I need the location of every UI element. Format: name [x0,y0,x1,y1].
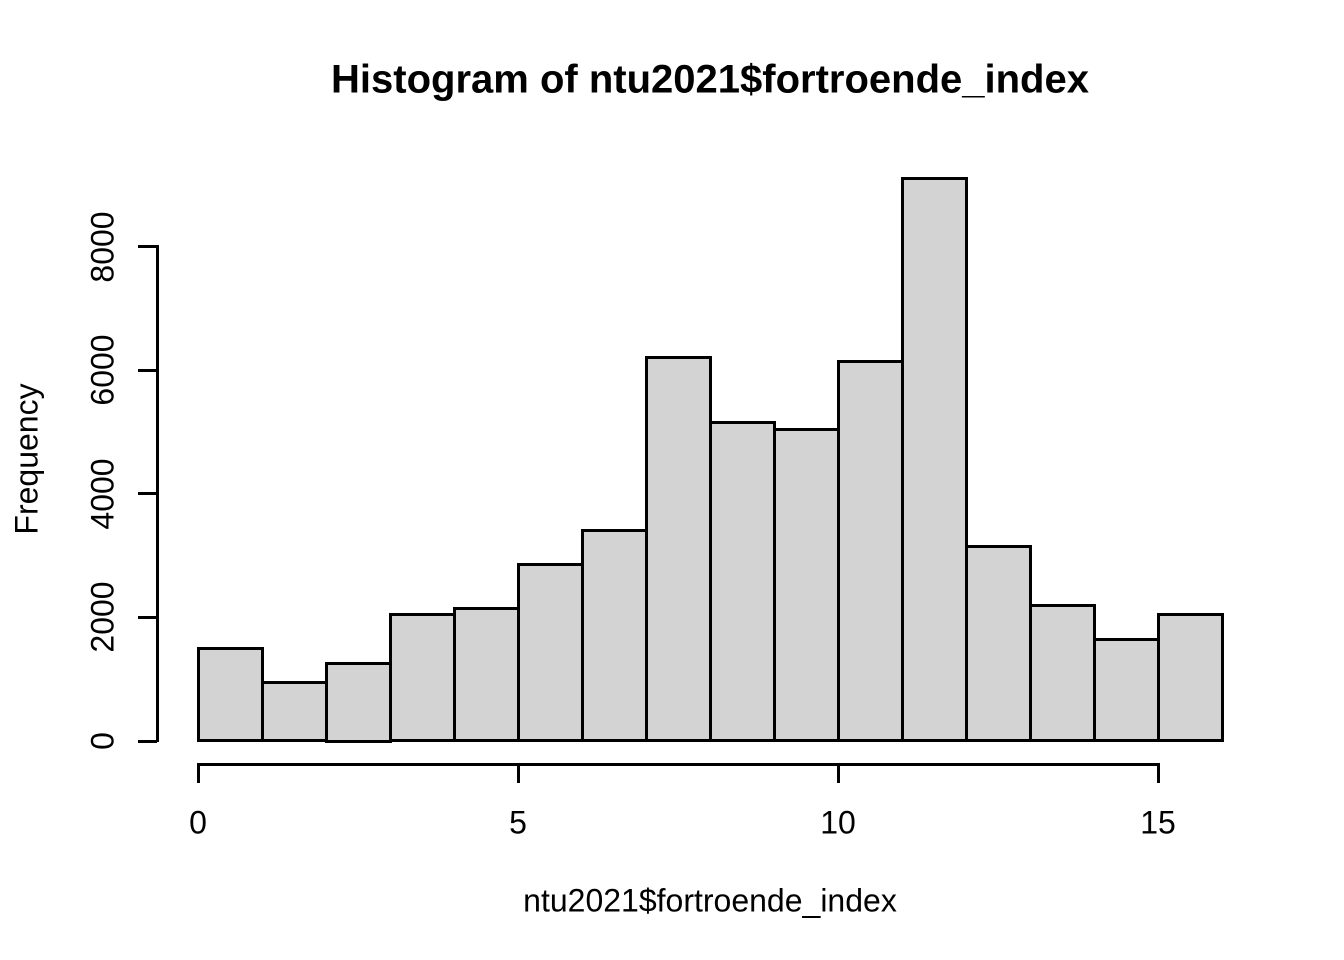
x-axis-title: ntu2021$fortroende_index [523,882,897,919]
y-axis-tick [138,615,157,619]
y-axis-tick [138,368,157,372]
y-tick-label: 4000 [84,458,121,530]
histogram-bar [196,646,264,743]
x-tick-label: 0 [189,804,207,841]
y-axis-title: Frequency [8,383,45,535]
x-axis-tick [196,764,200,783]
x-axis-line [196,762,1160,766]
y-axis-line [155,245,159,743]
chart-title: Histogram of ntu2021$fortroende_index [331,57,1089,102]
histogram-bar [1028,603,1096,743]
histogram-bar [1156,612,1224,743]
x-tick-label: 5 [509,804,527,841]
y-axis-tick [138,739,157,743]
histogram-bar [324,662,392,743]
x-axis-tick [836,764,840,783]
histogram-bar [452,606,520,743]
histogram-bar [772,427,840,743]
x-tick-label: 15 [1140,804,1176,841]
y-axis-tick [138,492,157,496]
histogram-bar [1092,637,1160,743]
x-tick-label: 10 [820,804,856,841]
histogram-bar [708,421,776,743]
histogram-bar [964,544,1032,743]
y-tick-label: 0 [84,732,121,750]
y-tick-label: 2000 [84,581,121,654]
histogram-bar [836,359,904,743]
x-axis-tick [1156,764,1160,783]
histogram-bar [516,563,584,743]
histogram-bar [900,177,968,743]
histogram-bar [260,680,328,743]
y-tick-label: 8000 [84,211,121,283]
y-axis-tick [138,245,157,249]
histogram-bar [388,612,456,743]
y-tick-label: 6000 [84,334,121,406]
x-axis-tick [516,764,520,783]
histogram-bar [580,529,648,743]
histogram-bar [644,356,712,743]
